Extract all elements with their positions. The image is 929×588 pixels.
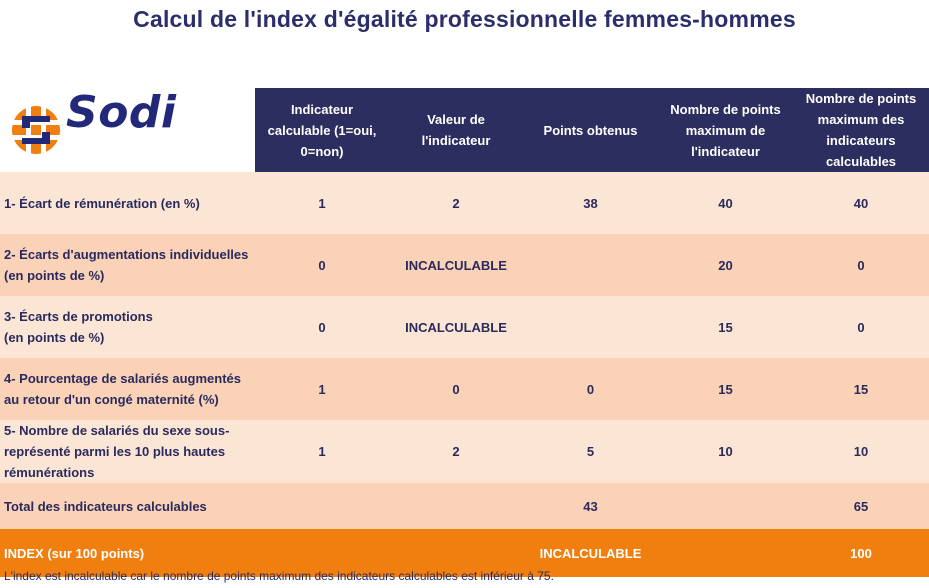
cell-max: 15 — [658, 358, 793, 420]
table-row: 5- Nombre de salariés du sexe sous-repré… — [0, 420, 929, 483]
cell-max-calculables: 40 — [793, 172, 929, 234]
cell-valeur: INCALCULABLE — [389, 234, 523, 296]
header-max: Nombre de points maximum de l'indicateur — [658, 88, 793, 172]
row-label-line1: 2- Écarts d'augmentations individuelles — [4, 247, 249, 262]
cell-max-calculables: 0 — [793, 296, 929, 358]
cell-max — [658, 529, 793, 577]
cell-calculable: 1 — [255, 420, 389, 483]
header-max-calculables: Nombre de points maximum des indicateurs… — [793, 88, 929, 172]
row-label: 1- Écart de rémunération (en %) — [0, 172, 255, 234]
cell-points — [523, 234, 658, 296]
row-label: 5- Nombre de salariés du sexe sous-repré… — [0, 420, 255, 483]
cell-points: 5 — [523, 420, 658, 483]
table-row: 1- Écart de rémunération (en %) 1 2 38 4… — [0, 172, 929, 234]
cell-max — [658, 483, 793, 529]
header-valeur: Valeur de l'indicateur — [389, 88, 523, 172]
cell-calculable: 0 — [255, 234, 389, 296]
row-label: 2- Écarts d'augmentations individuelles (… — [0, 234, 255, 296]
cell-valeur: INCALCULABLE — [389, 296, 523, 358]
page-title: Calcul de l'index d'égalité professionne… — [133, 6, 796, 32]
index-value: INCALCULABLE — [523, 529, 658, 577]
cell-valeur: 2 — [389, 172, 523, 234]
cell-calculable: 1 — [255, 172, 389, 234]
cell-max: 15 — [658, 296, 793, 358]
header-row: Sodi Indicateur calculable (1=oui, 0=non… — [0, 88, 929, 172]
index-label: INDEX (sur 100 points) — [0, 529, 255, 577]
cell-valeur — [389, 483, 523, 529]
total-row: Total des indicateurs calculables 43 65 — [0, 483, 929, 529]
index-table: Sodi Indicateur calculable (1=oui, 0=non… — [0, 88, 929, 577]
cell-points: 38 — [523, 172, 658, 234]
logo-brand-text: Sodi — [66, 87, 177, 138]
total-label: Total des indicateurs calculables — [0, 483, 255, 529]
footnote: L'index est incalculable car le nombre d… — [4, 569, 554, 583]
cell-calculable: 0 — [255, 296, 389, 358]
cell-points: 0 — [523, 358, 658, 420]
sodi-logo-icon — [12, 106, 60, 154]
company-logo: Sodi — [4, 87, 254, 162]
total-max-calculables: 65 — [793, 483, 929, 529]
cell-max-calculables: 0 — [793, 234, 929, 296]
row-label: 4- Pourcentage de salariés augmentés au … — [0, 358, 255, 420]
index-max-calculables: 100 — [793, 529, 929, 577]
index-row: INDEX (sur 100 points) INCALCULABLE 100 — [0, 529, 929, 577]
cell-max: 40 — [658, 172, 793, 234]
table-row: 3- Écarts de promotions (en points de %) … — [0, 296, 929, 358]
cell-max: 20 — [658, 234, 793, 296]
cell-max-calculables: 15 — [793, 358, 929, 420]
row-label-line2: (en points de %) — [4, 268, 105, 283]
cell-valeur — [389, 529, 523, 577]
cell-valeur: 0 — [389, 358, 523, 420]
total-points: 43 — [523, 483, 658, 529]
cell-max: 10 — [658, 420, 793, 483]
header-points: Points obtenus — [523, 88, 658, 172]
cell-calculable — [255, 483, 389, 529]
header-calculable: Indicateur calculable (1=oui, 0=non) — [255, 88, 389, 172]
cell-points — [523, 296, 658, 358]
cell-calculable: 1 — [255, 358, 389, 420]
row-label: 3- Écarts de promotions (en points de %) — [0, 296, 255, 358]
cell-calculable — [255, 529, 389, 577]
cell-valeur: 2 — [389, 420, 523, 483]
row-label-line1: 3- Écarts de promotions — [4, 309, 153, 324]
row-label-line2: (en points de %) — [4, 330, 105, 345]
table-row: 4- Pourcentage de salariés augmentés au … — [0, 358, 929, 420]
table-row: 2- Écarts d'augmentations individuelles (… — [0, 234, 929, 296]
logo-header-cell: Sodi — [0, 88, 255, 172]
cell-max-calculables: 10 — [793, 420, 929, 483]
